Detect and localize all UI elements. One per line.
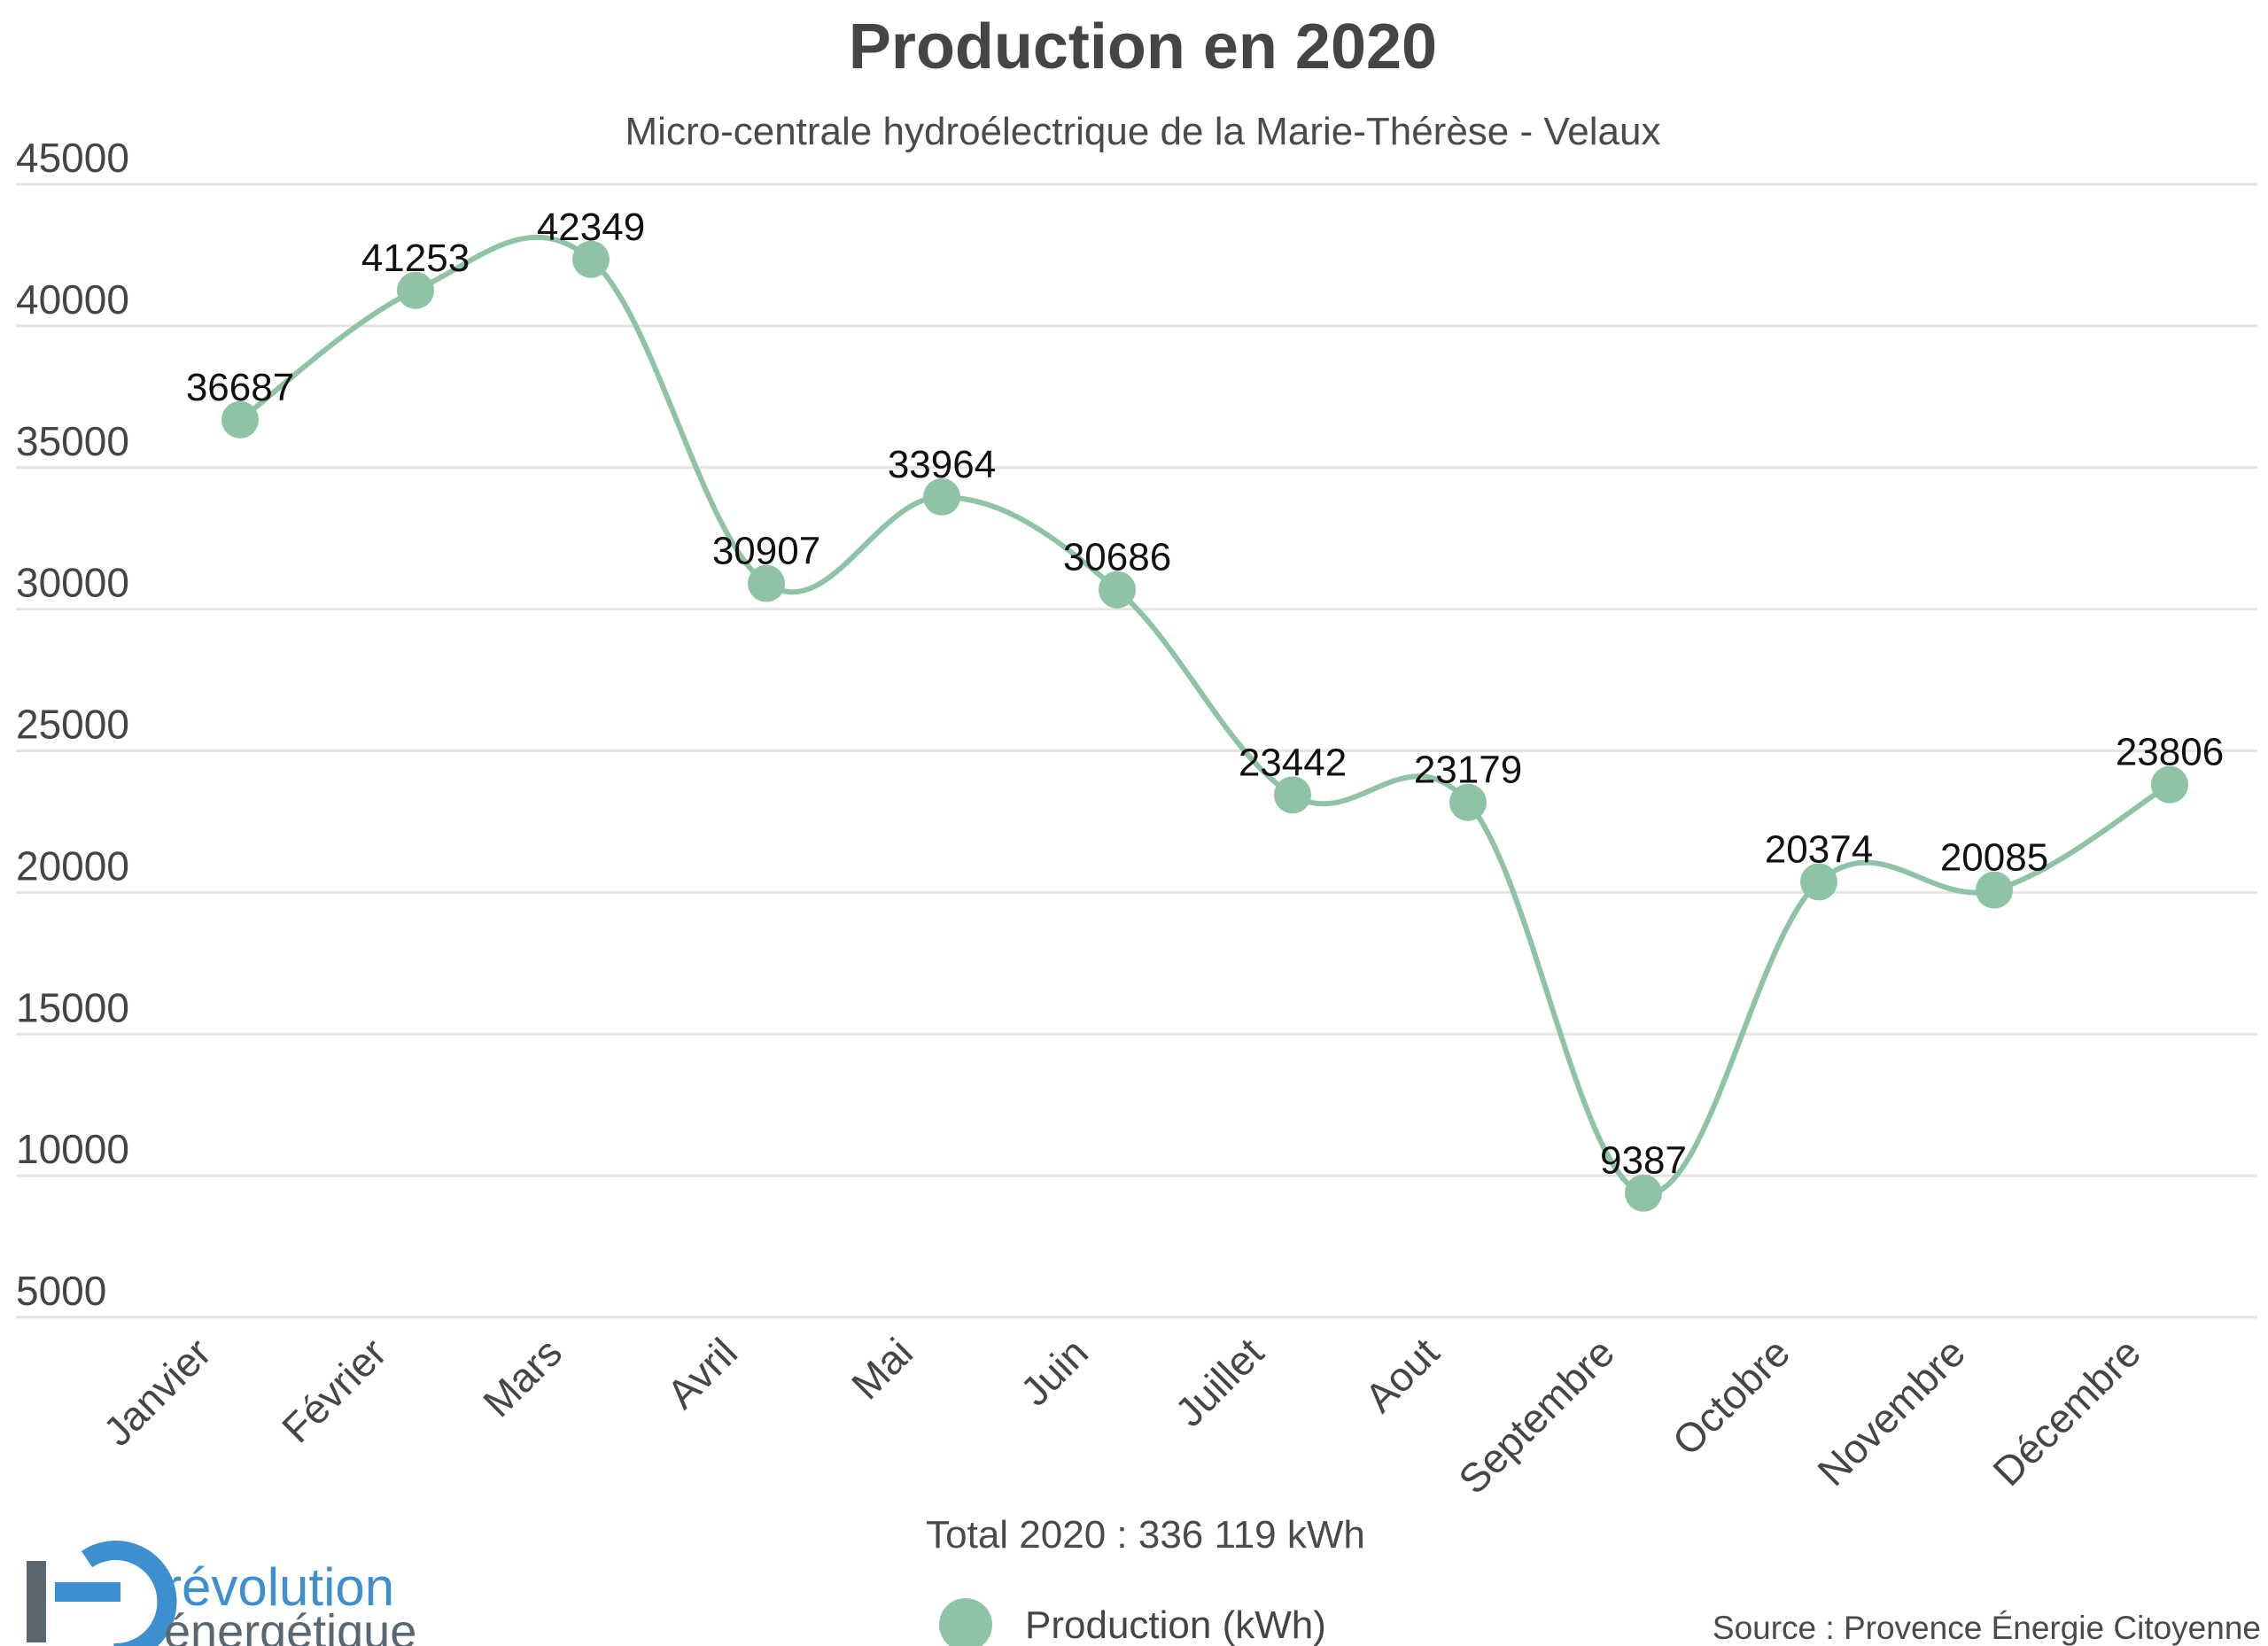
x-tick-label: Mai <box>843 1329 921 1408</box>
data-point-avril <box>748 564 785 602</box>
data-label: 23442 <box>1239 741 1347 784</box>
data-point-octobre <box>1800 863 1837 901</box>
series-line <box>238 234 2171 1196</box>
data-point-mars <box>572 240 610 278</box>
chart-title: Production en 2020 <box>849 12 1437 82</box>
x-tick-label: Septembre <box>1449 1329 1623 1502</box>
x-tick-label: Mars <box>474 1329 571 1425</box>
y-tick-label: 35000 <box>16 418 129 464</box>
data-point-février <box>397 271 434 309</box>
x-tick-label: Avril <box>658 1329 746 1417</box>
data-point-novembre <box>1976 871 2013 909</box>
chart-subtitle: Micro-centrale hydroélectrique de la Mar… <box>625 110 1661 153</box>
x-tick-label: Novembre <box>1808 1329 1974 1495</box>
legend-label: Production (kWh) <box>1025 1603 1326 1646</box>
data-label: 30686 <box>1063 536 1171 579</box>
data-label: 9387 <box>1600 1139 1687 1183</box>
x-axis-ticks: Janvier Février Mars Avril Mai Juin Juillet Aou… <box>94 1329 2149 1502</box>
data-label: 30907 <box>712 530 820 573</box>
x-tick-label: Janvier <box>94 1329 220 1455</box>
data-point-septembre <box>1625 1174 1662 1212</box>
data-label: 23806 <box>2116 731 2224 774</box>
y-tick-label: 5000 <box>16 1268 106 1314</box>
legend-marker <box>939 1598 992 1646</box>
data-label: 20085 <box>1940 836 2048 880</box>
data-label: 41253 <box>361 237 470 280</box>
x-tick-label: Juillet <box>1166 1329 1272 1435</box>
data-point-juillet <box>1274 776 1311 814</box>
y-tick-label: 40000 <box>16 276 129 322</box>
y-tick-label: 15000 <box>16 984 129 1030</box>
y-tick-label: 20000 <box>16 842 129 889</box>
data-point-décembre <box>2151 765 2188 804</box>
data-labels: 36687 41253 42349 30907 33964 30686 23442 23179… <box>186 206 2224 1183</box>
series-production <box>221 234 2188 1212</box>
logo-line1: révolution <box>164 1557 394 1617</box>
y-tick-label: 45000 <box>16 135 129 181</box>
data-label: 23179 <box>1414 749 1522 792</box>
e-logo-icon <box>27 1541 177 1646</box>
x-tick-label: Octobre <box>1664 1329 1798 1464</box>
y-tick-label: 10000 <box>16 1126 129 1172</box>
logo: révolution énergétique <box>27 1541 416 1646</box>
y-tick-label: 25000 <box>16 702 129 748</box>
data-label: 36687 <box>186 366 294 409</box>
grid-lines <box>16 182 2257 1319</box>
data-point-janvier <box>221 400 259 439</box>
total-label: Total 2020 : 336 119 kWh <box>926 1513 1365 1557</box>
data-label: 20374 <box>1765 827 1873 871</box>
y-axis-ticks: 45000 40000 35000 30000 25000 20000 15000 10000… <box>16 135 129 1314</box>
data-point-mai <box>923 477 960 516</box>
data-label: 33964 <box>888 443 996 486</box>
data-point-juin <box>1099 571 1136 609</box>
x-tick-label: Aout <box>1355 1329 1448 1421</box>
logo-line2: énergétique <box>164 1605 416 1646</box>
data-point-aout <box>1449 783 1487 821</box>
x-tick-label: Décembre <box>1984 1329 2149 1495</box>
x-tick-label: Février <box>273 1329 395 1451</box>
y-tick-label: 30000 <box>16 560 129 606</box>
legend: Production (kWh) <box>939 1598 1326 1646</box>
source-label: Source : Provence Énergie Citoyenne <box>1713 1610 2261 1646</box>
data-label: 42349 <box>537 206 645 249</box>
x-tick-label: Juin <box>1012 1329 1097 1414</box>
